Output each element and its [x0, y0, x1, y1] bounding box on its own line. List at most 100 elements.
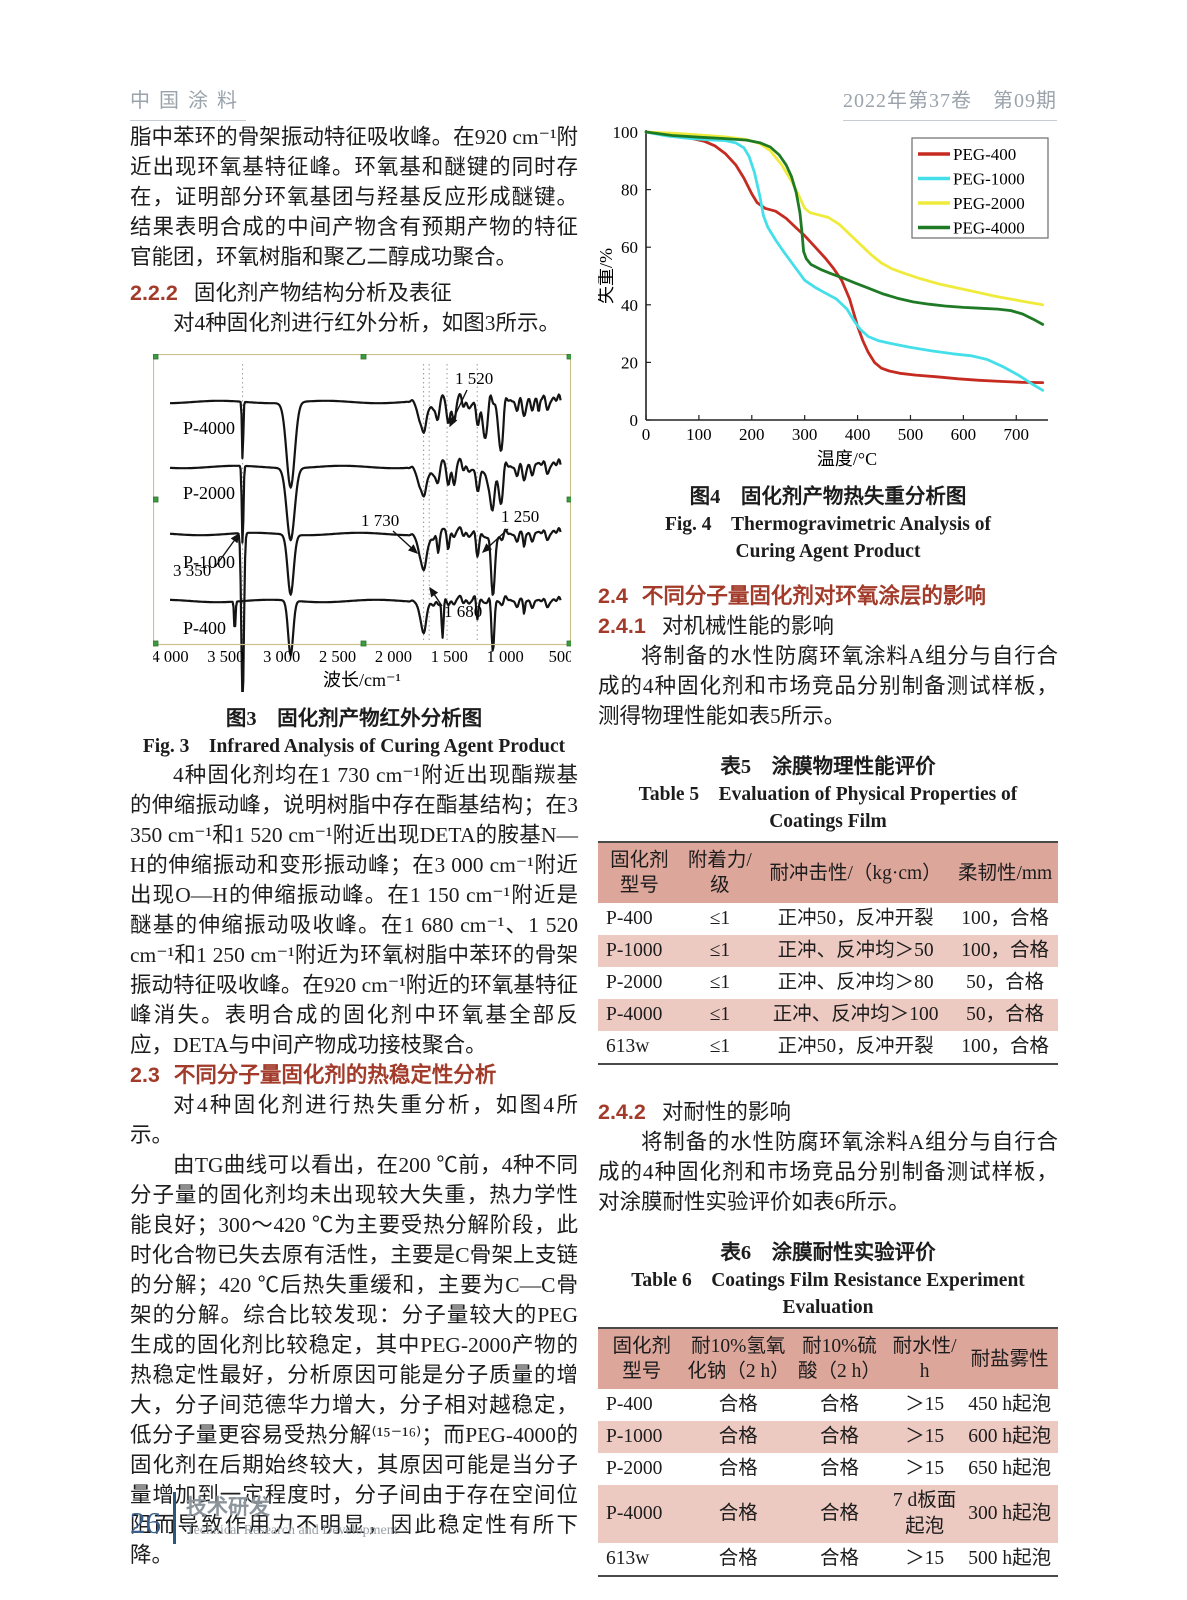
selection-handle[interactable] — [360, 640, 367, 647]
section-number: 2.3 — [130, 1063, 160, 1087]
x-axis-label: 温度/°C — [817, 449, 877, 469]
x-axis-label: 波长/cm⁻¹ — [323, 670, 401, 690]
section-title: 固化剂产物结构分析及表征 — [193, 281, 452, 305]
y-axis-label: 失重/% — [598, 248, 616, 304]
table-cell: 正冲50，反冲开裂 — [777, 1036, 934, 1057]
table-cell: 500 h起泡 — [968, 1548, 1052, 1569]
x-tick-label: 300 — [792, 425, 818, 444]
x-tick-label: 0 — [642, 425, 651, 444]
table6: 固化剂 型号 耐10%氢氧 化钠（2 h） 耐10%硫 酸（2 h） 耐水性/ h 耐盐… — [598, 1327, 1058, 1577]
footer-section-en: Technical Research and Development — [186, 1523, 398, 1538]
selection-handle[interactable] — [360, 353, 367, 360]
series-PEG-1000 — [644, 130, 1045, 392]
table-header-cell: 固化剂 型号 — [598, 842, 681, 903]
table-cell: 600 h起泡 — [968, 1426, 1052, 1447]
x-tick-label: 500 — [898, 425, 924, 444]
selection-handle[interactable] — [566, 353, 573, 360]
x-tick-label: 600 — [951, 425, 977, 444]
table-row: P-400 合格 合格 ＞15 450 h起泡 — [598, 1389, 1058, 1421]
table-cell: 50，合格 — [966, 972, 1045, 993]
table-row: P-1000 合格 合格 ＞15 600 h起泡 — [598, 1421, 1058, 1453]
section-title: 对耐性的影响 — [661, 1100, 791, 1124]
table-cell: 50，合格 — [966, 1004, 1045, 1025]
paragraph: 4种固化剂均在1 730 cm⁻¹附近出现酯羰基的伸缩振动峰，说明树脂中存在酯基… — [130, 763, 578, 1057]
table-cell: 合格 — [819, 1426, 859, 1447]
series-PEG-400 — [644, 130, 1045, 384]
table-cell: 正冲、反冲均＞80 — [777, 972, 934, 993]
figure3-caption-cn: 图3 固化剂产物红外分析图 — [225, 708, 483, 730]
table-header-row: 固化剂 型号 附着力/级 耐冲击性/（kg·cm） 柔韧性/mm — [598, 842, 1058, 903]
table5: 固化剂 型号 附着力/级 耐冲击性/（kg·cm） 柔韧性/mm P-400 ≤1 正冲50… — [598, 841, 1058, 1065]
x-tick-label: 3 000 — [263, 647, 300, 666]
x-tick-label: 2 500 — [319, 647, 356, 666]
table-cell: 合格 — [819, 1548, 859, 1569]
table-header-cell: 耐10%硫 酸（2 h） — [791, 1328, 888, 1389]
section-number: 2.4.2 — [598, 1100, 646, 1124]
table-cell: 合格 — [819, 1458, 859, 1479]
selection-handle[interactable] — [152, 640, 159, 647]
table-cell: 650 h起泡 — [968, 1458, 1052, 1479]
peak-annotations: 1 520 3 350 1 730 1 680 1 250 — [173, 369, 539, 621]
table-cell: ＞15 — [905, 1426, 945, 1447]
table-cell: 100，合格 — [961, 940, 1049, 961]
table-cell: P-1000 — [606, 940, 663, 961]
peak-annotation-label: 1 250 — [501, 507, 539, 526]
table-header-row: 固化剂 型号 耐10%氢氧 化钠（2 h） 耐10%硫 酸（2 h） 耐水性/ h 耐盐… — [598, 1328, 1058, 1389]
paragraph: 将制备的水性防腐环氧涂料A组分与自行合成的4种固化剂和市场竞品分别制备测试样板，… — [598, 1130, 1058, 1214]
legend-label: PEG-400 — [953, 145, 1016, 164]
table-cell: ＞15 — [905, 1394, 945, 1415]
peak-annotation-label: 1 680 — [444, 602, 482, 621]
table-row: P-4000 合格 合格 7 d板面起泡 300 h起泡 — [598, 1485, 1058, 1543]
section-title: 不同分子量固化剂的热稳定性分析 — [173, 1063, 497, 1087]
table-row: 613w 合格 合格 ＞15 500 h起泡 — [598, 1543, 1058, 1576]
paragraph: 由TG曲线可以看出，在200 ℃前，4种不同分子量的固化剂均未出现较大失重，热力… — [130, 1153, 578, 1567]
table-header-cell: 耐盐雾性 — [961, 1328, 1058, 1389]
selection-handle[interactable] — [152, 496, 159, 503]
selection-handles[interactable] — [152, 353, 573, 647]
selection-handle[interactable] — [152, 353, 159, 360]
paragraph: 对4种固化剂进行热失重分析，如图4所示。 — [130, 1093, 578, 1147]
table5-block: 表5 涂膜物理性能评价 Table 5 Evaluation of Physic… — [598, 753, 1058, 1065]
section-heading-2-2-2: 2.2.2 固化剂产物结构分析及表征 — [130, 278, 578, 308]
section-number: 2.2.2 — [130, 281, 178, 305]
table-cell: 300 h起泡 — [968, 1503, 1052, 1524]
series-PEG-4000 — [644, 130, 1045, 326]
table-cell: P-1000 — [606, 1426, 663, 1447]
table-cell: 100，合格 — [961, 1036, 1049, 1057]
table-cell: 正冲、反冲均＞100 — [772, 1004, 939, 1025]
peak-annotation-label: 1 520 — [455, 369, 493, 388]
journal-name: 中国涂料 — [130, 84, 246, 121]
issue-info: 2022年第37卷 第09期 — [843, 84, 1057, 121]
x-tick-label: 1 000 — [487, 647, 524, 666]
paragraph: 将制备的水性防腐环氧涂料A组分与自行合成的4种固化剂和市场竞品分别制备测试样板，… — [598, 644, 1058, 728]
right-column: 0 100 200 300 400 500 600 700 0 20 40 60 80 100 失重/% 温度… — [596, 122, 1058, 1577]
table-cell: 正冲、反冲均＞50 — [777, 940, 934, 961]
selection-handle[interactable] — [566, 496, 573, 503]
ir-trace-P-400 — [169, 594, 562, 657]
table5-title-en: Table 5 Evaluation of Physical Propertie… — [638, 784, 1018, 832]
section-title: 对机械性能的影响 — [661, 614, 834, 638]
table-row: 613w ≤1 正冲50，反冲开裂 100，合格 — [598, 1031, 1058, 1064]
footer-section-cn: 技术研发 — [186, 1496, 270, 1519]
legend-label: PEG-4000 — [953, 219, 1025, 238]
legend: PEG-400 PEG-1000 PEG-2000 PEG-4000 — [911, 137, 1049, 239]
x-tick-label: 500 — [549, 647, 571, 666]
y-tick-label: 40 — [621, 296, 638, 315]
table-cell: 合格 — [718, 1426, 758, 1447]
table-cell: ≤1 — [709, 1004, 731, 1025]
table-row: P-2000 合格 合格 ＞15 650 h起泡 — [598, 1453, 1058, 1485]
trace-label: P-4000 — [183, 418, 235, 438]
table-cell: P-4000 — [606, 1503, 663, 1524]
axes — [645, 130, 1048, 421]
figure4-caption-cn: 图4 固化剂产物热失重分析图 — [689, 486, 967, 508]
table-cell: ≤1 — [709, 972, 731, 993]
table-cell: 450 h起泡 — [968, 1394, 1052, 1415]
table-cell: P-400 — [606, 908, 653, 929]
selection-handle[interactable] — [566, 640, 573, 647]
x-tick-label: 2 000 — [375, 647, 412, 666]
ir-trace-P-2000 — [169, 457, 562, 544]
peak-annotation-label: 1 730 — [361, 511, 399, 530]
table-cell: 100，合格 — [961, 908, 1049, 929]
figure4-caption-en: Fig. 4 Thermogravimetric Analysis of Cur… — [664, 514, 992, 562]
